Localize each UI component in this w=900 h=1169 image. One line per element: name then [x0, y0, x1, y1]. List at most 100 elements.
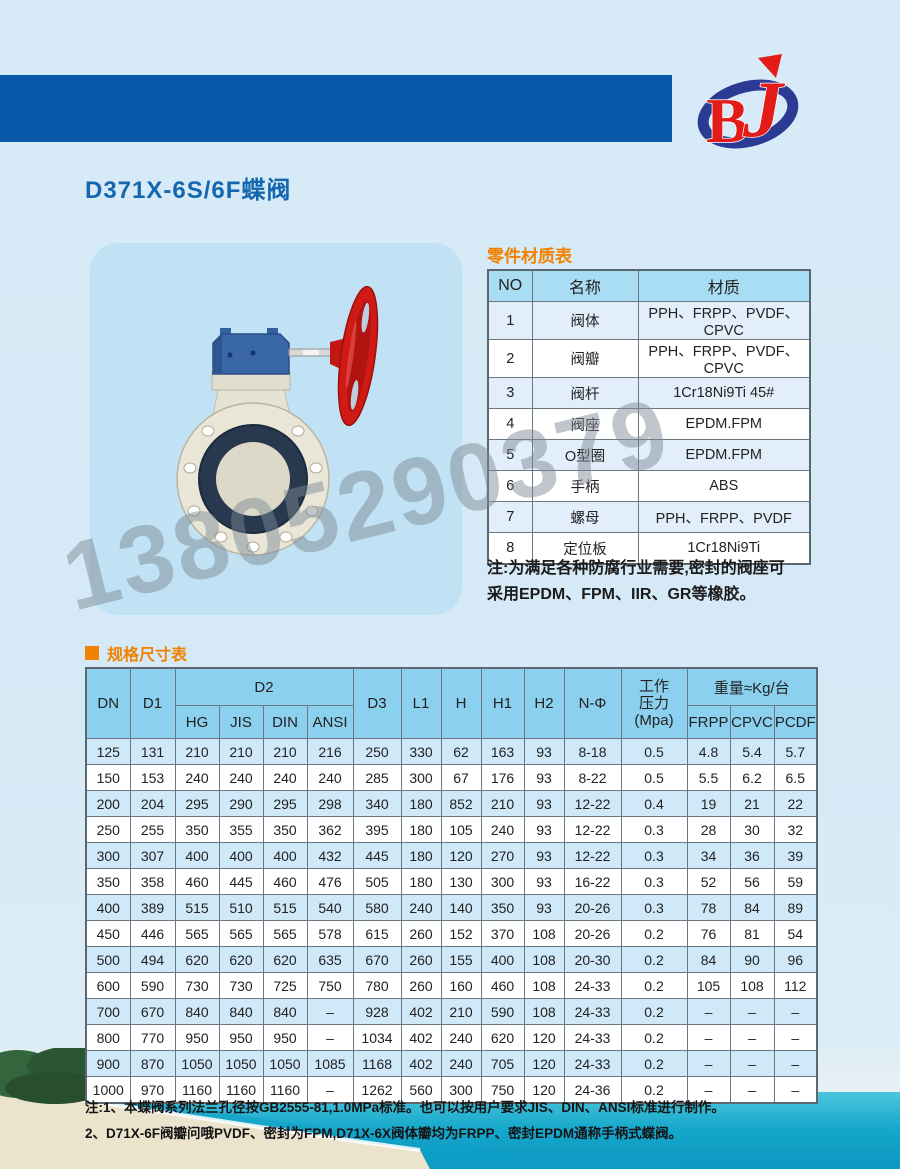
spec-row: 125 131 210 210 210 216 250 330 62 163 93 8-18 0.5 4.… [85, 738, 818, 765]
spec-cell: 295 [174, 790, 220, 817]
spec-cell: 565 [174, 920, 220, 947]
spec-cell: 350 [262, 816, 308, 843]
spec-cell: 590 [129, 972, 176, 999]
spec-cell: 0.3 [620, 894, 688, 921]
spec-cell: – [773, 1050, 818, 1077]
spec-cell: 105 [440, 816, 482, 843]
spec-cell: 340 [352, 790, 402, 817]
spec-row: 350 358 460 445 460 476 505 180 130 300 93 16-22 0.3… [85, 868, 818, 895]
spec-cell: 24-33 [563, 1050, 622, 1077]
spec-cell: 39 [773, 842, 818, 869]
spec-col-cpvc: CPVC [729, 705, 775, 739]
spec-cell: 900 [85, 1050, 131, 1077]
spec-cell: – [773, 1076, 818, 1104]
materials-row: 5 O型圈 EPDM.FPM [487, 439, 811, 471]
spec-cell: 590 [480, 998, 525, 1025]
materials-cell: 手柄 [531, 470, 639, 502]
spec-cell: 1050 [262, 1050, 308, 1077]
spec-table-body: 125 131 210 210 210 216 250 330 62 163 93 8-18 0.5 4.… [85, 738, 818, 1104]
spec-cell: 260 [400, 946, 442, 973]
spec-cell: 620 [174, 946, 220, 973]
spec-cell: 20-30 [563, 946, 622, 973]
spec-cell: 180 [400, 816, 442, 843]
spec-cell: 446 [129, 920, 176, 947]
spec-cell: 300 [85, 842, 131, 869]
spec-cell: 402 [400, 1050, 442, 1077]
spec-cell: 8-22 [563, 764, 622, 791]
spec-cell: 460 [174, 868, 220, 895]
spec-cell: 1160 [218, 1076, 264, 1104]
spec-cell: 19 [686, 790, 731, 817]
spec-cell: 200 [85, 790, 131, 817]
materials-row: 1 阀体 PPH、FRPP、PVDF、CPVC [487, 301, 811, 340]
header-bar [0, 75, 672, 142]
spec-cell: 432 [306, 842, 354, 869]
materials-cell: 阀座 [531, 408, 639, 440]
spec-row: 200 204 295 290 295 298 340 180 852 210 93 12-22 0.4… [85, 790, 818, 817]
spec-cell: 120 [440, 842, 482, 869]
spec-row: 800 770 950 950 950–1034 402 240 620 120 24-33 0.2… [85, 1024, 818, 1051]
spec-cell: 270 [480, 842, 525, 869]
spec-cell: 240 [440, 1050, 482, 1077]
spec-cell: 240 [306, 764, 354, 791]
spec-cell: 852 [440, 790, 482, 817]
spec-cell: 56 [729, 868, 775, 895]
materials-table: NO 名称 材质 1 阀体 PPH、FRPP、PVDF、CPVC 2 阀瓣 PPH、FRP… [487, 269, 811, 565]
spec-cell: 36 [729, 842, 775, 869]
spec-cell: 78 [686, 894, 731, 921]
spec-cell: 615 [352, 920, 402, 947]
spec-cell: 400 [174, 842, 220, 869]
spec-cell: 505 [352, 868, 402, 895]
spec-cell: 260 [400, 972, 442, 999]
spec-cell: 93 [523, 738, 565, 765]
materials-cell: PPH、FRPP、PVDF、CPVC [637, 301, 811, 340]
spec-col-h1: H1 [480, 667, 525, 739]
materials-row: 7 螺母 PPH、FRPP、PVDF [487, 501, 811, 533]
spec-cell: 395 [352, 816, 402, 843]
materials-cell: 阀杆 [531, 377, 639, 409]
spec-cell: 362 [306, 816, 354, 843]
spec-cell: 560 [400, 1076, 442, 1104]
logo-letter-j: J [742, 66, 786, 154]
spec-cell: 255 [129, 816, 176, 843]
spec-cell: – [729, 998, 775, 1025]
spec-cell: 620 [262, 946, 308, 973]
spec-cell: 140 [440, 894, 482, 921]
spec-cell: 580 [352, 894, 402, 921]
spec-cell: 494 [129, 946, 176, 973]
spec-col-nphi: N-Φ [563, 667, 622, 739]
materials-cell: 1Cr18Ni9Ti [637, 532, 811, 565]
spec-cell: 81 [729, 920, 775, 947]
spec-cell: 565 [218, 920, 264, 947]
spec-cell: 20-26 [563, 894, 622, 921]
materials-header-row: NO 名称 材质 [487, 269, 811, 302]
spec-cell: 210 [262, 738, 308, 765]
spec-cell: 160 [440, 972, 482, 999]
spec-cell: – [686, 998, 731, 1025]
spec-col-din: DIN [262, 705, 308, 739]
spec-row: 300 307 400 400 400 432 445 180 120 270 93 12-22 0.3… [85, 842, 818, 869]
spec-cell: 108 [523, 946, 565, 973]
spec-cell: 0.3 [620, 842, 688, 869]
materials-table-title: 零件材质表 [487, 247, 572, 266]
materials-cell: 8 [487, 532, 533, 565]
materials-cell: 螺母 [531, 501, 639, 533]
spec-cell: 0.5 [620, 764, 688, 791]
materials-cell: 7 [487, 501, 533, 533]
spec-row: 1000 970 1160 1160 1160–1262 560 300 750 120 24-3… [85, 1076, 818, 1104]
spec-col-ansi: ANSI [306, 705, 354, 739]
spec-cell: 155 [440, 946, 482, 973]
spec-cell: 780 [352, 972, 402, 999]
spec-cell: 400 [85, 894, 131, 921]
spec-cell: – [729, 1024, 775, 1051]
spec-cell: 240 [440, 1024, 482, 1051]
spec-cell: 300 [480, 868, 525, 895]
spec-cell: 84 [729, 894, 775, 921]
spec-cell: 620 [218, 946, 264, 973]
spec-cell: 476 [306, 868, 354, 895]
spec-cell: 670 [352, 946, 402, 973]
materials-row: 3 阀杆 1Cr18Ni9Ti 45# [487, 377, 811, 409]
spec-cell: 750 [480, 1076, 525, 1104]
spec-cell: 67 [440, 764, 482, 791]
materials-note: 注:为满足各种防腐行业需要,密封的阀座可 采用EPDM、FPM、IIR、GR等橡… [487, 556, 887, 609]
